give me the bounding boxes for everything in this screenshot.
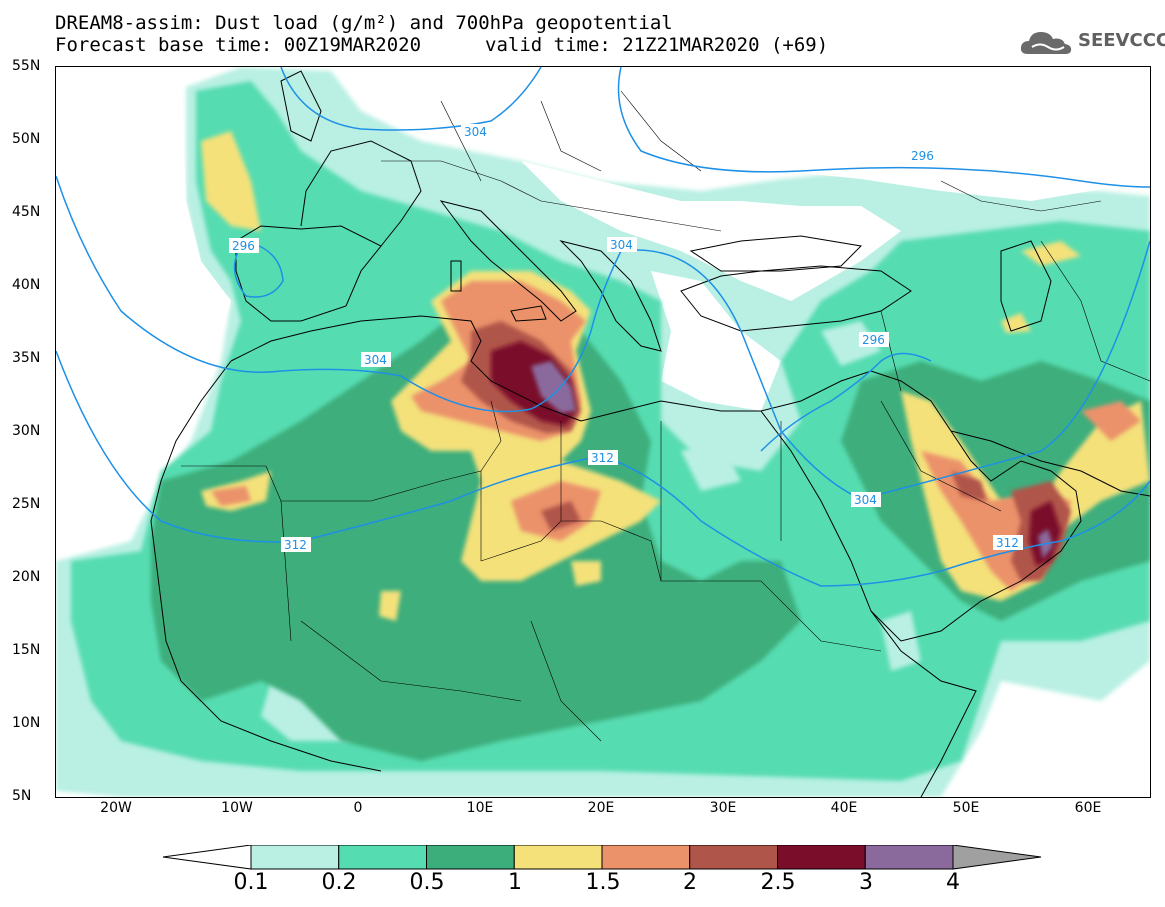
lon-label: 0 (353, 800, 363, 816)
colorbar-max-triangle (952, 845, 1042, 870)
colorbar-label: 0.5 (409, 870, 445, 895)
lon-label: 10E (466, 800, 494, 816)
colorbar (163, 845, 1042, 870)
colorbar-box (601, 845, 691, 870)
colorbar-label: 4 (946, 870, 960, 895)
logo-text: SEEVCCC (1078, 30, 1165, 51)
lat-label: 45N (12, 204, 41, 220)
lon-label: 10W (221, 800, 253, 816)
colorbar-label: 3 (859, 870, 873, 895)
colorbar-box (426, 845, 515, 870)
dust-load-map: 304 296 304 296 304 312 312 304 296 312 (55, 66, 1151, 798)
base-time: Forecast base time: 00Z19MAR2020 (55, 34, 422, 56)
lat-label: 50N (12, 131, 41, 147)
colorbar-box (338, 845, 427, 870)
contour-label: 296 (862, 333, 885, 347)
lon-label: 20E (587, 800, 615, 816)
lon-label: 50E (952, 800, 980, 816)
lat-label: 40N (12, 277, 41, 293)
contour-label: 304 (464, 125, 487, 139)
lat-label: 35N (12, 350, 41, 366)
lat-label: 25N (12, 496, 41, 512)
lon-label: 20W (100, 800, 132, 816)
lat-label: 55N (12, 58, 41, 74)
colorbar-label: 1.5 (585, 870, 621, 895)
colorbar-label: 0.2 (321, 870, 357, 895)
lat-label: 15N (12, 642, 41, 658)
colorbar-min-triangle (163, 845, 252, 870)
lon-label: 60E (1074, 800, 1102, 816)
valid-time: valid time: 21Z21MAR2020 (+69) (485, 34, 829, 56)
seevccc-logo: SEEVCCC (1018, 24, 1165, 60)
contour-label: 296 (911, 149, 934, 163)
geopotential-contours (56, 67, 1150, 587)
coastlines (150, 70, 1150, 797)
colorbar-box (864, 845, 954, 870)
lat-label: 10N (12, 715, 41, 731)
colorbar-box (777, 845, 866, 870)
colorbar-label: 1 (508, 870, 522, 895)
lon-label: 40E (830, 800, 858, 816)
colorbar-boxes (250, 845, 954, 870)
contour-label: 312 (591, 451, 614, 465)
lat-label: 5N (12, 788, 32, 804)
lat-label: 30N (12, 423, 41, 439)
contour-label: 312 (284, 538, 307, 552)
colorbar-label: 2.5 (760, 870, 796, 895)
cloud-icon (1020, 32, 1072, 54)
colorbar-box (689, 845, 778, 870)
country-borders (181, 90, 1150, 742)
contour-label: 304 (364, 353, 387, 367)
colorbar-label: 2 (683, 870, 697, 895)
lon-label: 30E (709, 800, 737, 816)
contour-label: 312 (996, 536, 1019, 550)
colorbar-label: 0.1 (233, 870, 269, 895)
map-canvas: 304 296 304 296 304 312 312 304 296 312 (56, 67, 1150, 797)
contour-labels: 304 296 304 296 304 312 312 304 296 312 (229, 124, 1023, 552)
forecast-time-line: Forecast base time: 00Z19MAR2020 valid ti… (55, 34, 828, 56)
colorbar-box (513, 845, 603, 870)
no-dust-areas (56, 67, 1150, 431)
contour-label: 296 (232, 239, 255, 253)
colorbar-box (250, 845, 340, 870)
lat-label: 20N (12, 569, 41, 585)
contour-label: 304 (854, 493, 877, 507)
contour-label: 304 (610, 238, 633, 252)
map-title: DREAM8-assim: Dust load (g/m²) and 700hP… (55, 12, 673, 34)
